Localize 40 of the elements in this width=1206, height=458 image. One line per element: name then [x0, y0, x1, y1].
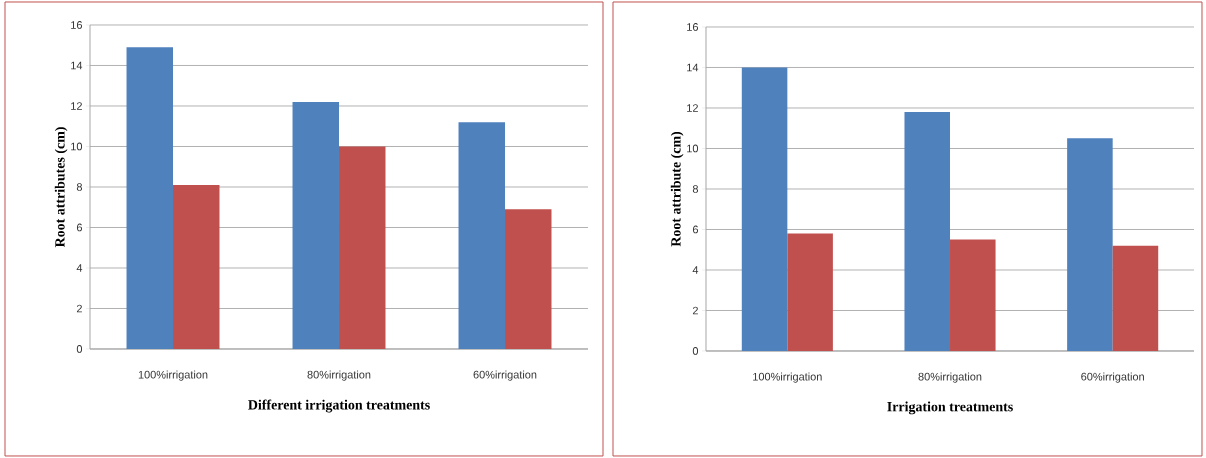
- x-tick-label: 100%irrigation: [138, 370, 208, 381]
- bar: [1112, 245, 1159, 351]
- x-axis-title: Different irrigation treatments: [248, 399, 430, 413]
- bar: [126, 47, 174, 349]
- y-tick-label: 12: [71, 102, 82, 110]
- y-tick-label: 10: [71, 142, 83, 151]
- y-tick-label: 0: [692, 347, 699, 355]
- x-tick-label: 60%irrigation: [473, 370, 537, 381]
- bar: [787, 233, 833, 351]
- y-tick-label: 2: [692, 306, 698, 315]
- x-tick-label: 100%irrigation: [753, 372, 822, 383]
- y-tick-label: 4: [76, 264, 83, 272]
- y-tick-label: 16: [687, 23, 698, 31]
- y-tick-label: 6: [76, 223, 83, 232]
- x-tick-label: 60%irrigation: [1081, 372, 1144, 383]
- y-tick-label: 10: [687, 144, 699, 153]
- y-tick-label: 8: [76, 183, 83, 191]
- x-tick-label: 80%irrigation: [918, 372, 982, 383]
- y-tick-label: 0: [76, 345, 83, 353]
- x-tick-label: 80%irrigation: [307, 370, 371, 381]
- bar: [950, 239, 996, 351]
- x-axis-title: Irrigation treatments: [887, 401, 1013, 415]
- y-tick-label: 12: [687, 104, 698, 112]
- y-axis-title: Root attribute (cm): [670, 131, 684, 247]
- bar: [458, 122, 506, 349]
- y-tick-label: 8: [692, 185, 699, 193]
- y-tick-label: 14: [687, 63, 699, 72]
- y-tick-label: 14: [71, 61, 83, 70]
- bar: [339, 146, 386, 349]
- y-tick-label: 2: [76, 304, 82, 313]
- bar: [292, 101, 340, 349]
- bar: [173, 184, 220, 349]
- y-tick-label: 4: [692, 266, 699, 274]
- bar: [904, 112, 951, 351]
- y-tick-label: 16: [71, 21, 82, 29]
- y-tick-label: 6: [692, 225, 699, 234]
- bar: [505, 209, 552, 349]
- bar: [1067, 138, 1113, 351]
- bar: [741, 67, 788, 351]
- y-axis-title: Root attributes (cm): [54, 127, 68, 248]
